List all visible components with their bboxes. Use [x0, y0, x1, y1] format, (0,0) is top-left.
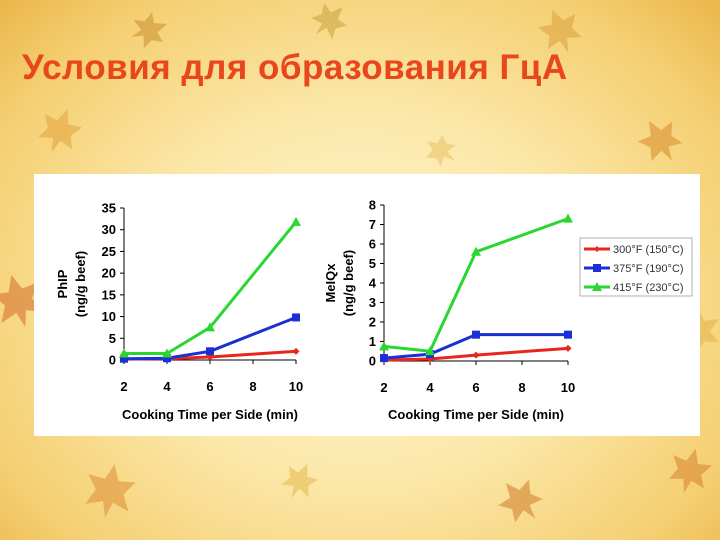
x-tick-label: 2	[120, 379, 127, 394]
leaf-icon	[668, 448, 712, 494]
data-point-square	[120, 354, 128, 363]
y-axis-title: (ng/g beef)	[341, 250, 356, 316]
y-tick-label: 3	[369, 295, 376, 310]
x-tick-label: 8	[518, 380, 525, 395]
legend-entry-label: 375°F (190°C)	[613, 263, 684, 275]
data-point-triangle	[425, 346, 435, 356]
data-point-square	[292, 313, 300, 322]
legend-entry-label: 415°F (230°C)	[613, 282, 684, 294]
y-tick-label: 2	[369, 315, 376, 330]
y-tick-label: 7	[369, 217, 376, 232]
y-tick-label: 20	[102, 266, 116, 281]
leaf-icon	[310, 3, 347, 40]
legend-marker	[594, 246, 600, 252]
leaf-icon	[498, 479, 543, 523]
data-point-square	[472, 330, 480, 339]
data-point-triangle	[563, 213, 573, 223]
y-tick-label: 10	[102, 309, 116, 324]
y-tick-label: 0	[369, 354, 376, 369]
y-axis-title: (ng/g beef)	[73, 251, 88, 317]
leaf-icon	[0, 274, 44, 328]
series-line	[383, 346, 569, 362]
y-tick-label: 6	[369, 237, 376, 252]
leaf-icon	[637, 120, 683, 162]
data-point-diamond	[564, 344, 572, 352]
data-point-triangle	[205, 322, 215, 332]
x-tick-label: 6	[206, 379, 213, 394]
data-point-square	[206, 347, 214, 356]
y-tick-label: 35	[102, 201, 116, 216]
legend-marker	[592, 282, 602, 291]
leaf-icon	[38, 109, 83, 153]
y-tick-label: 25	[102, 244, 116, 259]
series-line	[124, 220, 298, 355]
data-point-triangle	[291, 216, 301, 226]
data-point-diamond	[472, 351, 480, 359]
leaf-icon	[131, 12, 167, 49]
x-tick-label: 8	[249, 379, 256, 394]
leaf-icon	[281, 463, 318, 499]
series-line	[383, 217, 569, 353]
legend-marker	[593, 264, 601, 272]
series-line	[383, 333, 568, 360]
y-tick-label: 30	[102, 222, 116, 237]
leaf-icon	[85, 464, 136, 518]
y-tick-label: 0	[109, 353, 116, 368]
data-point-triangle	[162, 348, 172, 358]
data-point-triangle	[471, 246, 481, 256]
x-tick-label: 4	[426, 380, 434, 395]
page-title: Условия для образования ГцА	[22, 48, 568, 87]
y-tick-label: 8	[369, 198, 376, 213]
x-tick-label: 4	[163, 379, 171, 394]
x-axis-title: Cooking Time per Side (min)	[122, 407, 298, 422]
y-axis-title: PhIP	[55, 269, 70, 298]
data-point-diamond	[426, 355, 434, 363]
data-point-square	[380, 354, 388, 363]
data-point-triangle	[119, 348, 129, 358]
leaf-icon	[426, 134, 456, 167]
x-tick-label: 2	[380, 380, 387, 395]
series-line	[123, 316, 297, 361]
y-axis-title: MeIQx	[323, 263, 338, 303]
data-point-diamond	[292, 347, 300, 355]
legend-entry-label: 300°F (150°C)	[613, 244, 684, 256]
x-tick-label: 10	[561, 380, 575, 395]
y-tick-label: 4	[369, 276, 377, 291]
x-axis-title: Cooking Time per Side (min)	[388, 407, 564, 422]
data-point-triangle	[379, 341, 389, 351]
x-tick-label: 6	[472, 380, 479, 395]
leaf-icon	[537, 9, 582, 53]
y-tick-label: 1	[369, 334, 376, 349]
data-point-square	[163, 354, 171, 363]
y-tick-label: 5	[369, 256, 376, 271]
charts-panel: 0 5 10 15 20 25 30 35 2 4 6 8 10 PhIP (ng/g beef) Cooki…	[34, 174, 700, 436]
x-tick-label: 10	[289, 379, 303, 394]
data-point-square	[564, 330, 572, 339]
y-tick-label: 15	[102, 287, 116, 302]
y-tick-label: 5	[109, 331, 116, 346]
